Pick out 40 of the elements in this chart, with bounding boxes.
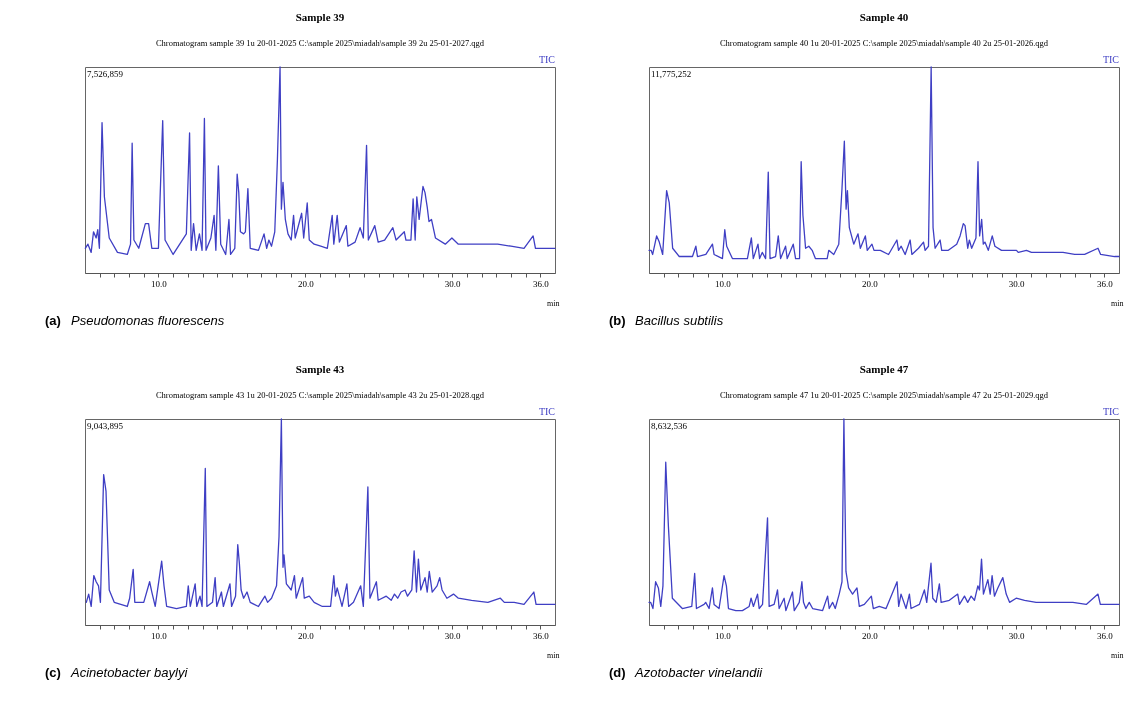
x-tick-label: 36.0 bbox=[532, 278, 550, 289]
chart-subtitle: Chromatogram sample 43 1u 20-01-2025 C:\sample 2025\miadah\sample 43 2u 25-01-2028.qgd bbox=[155, 389, 485, 400]
x-axis-title: min bbox=[547, 298, 560, 308]
chart-title: Sample 39 bbox=[295, 10, 345, 23]
chart-subtitle: Chromatogram sample 39 1u 20-01-2025 C:\sample 2025\miadah\sample 39 2u 25-01-2027.qgd bbox=[155, 37, 485, 48]
chart-title: Sample 40 bbox=[859, 10, 909, 23]
text: TIC bbox=[1102, 54, 1120, 65]
text: TIC bbox=[538, 54, 556, 65]
text: (a) Pseudomonas fluorescens bbox=[45, 313, 225, 328]
chart-subtitle: Chromatogram sample 40 1u 20-01-2025 C:\sample 2025\miadah\sample 40 2u 25-01-2026.qgd bbox=[719, 37, 1049, 48]
chart-subtitle: Chromatogram sample 47 1u 20-01-2025 C:\sample 2025\miadah\sample 47 2u 25-01-2029.qgd bbox=[719, 389, 1049, 400]
text: TIC bbox=[1102, 406, 1120, 417]
x-tick-label: 10.0 bbox=[715, 278, 732, 289]
annotation: 8,632,536 bbox=[651, 421, 688, 431]
x-tick-label: 10.0 bbox=[715, 630, 732, 641]
x-tick-label: 36.0 bbox=[1096, 278, 1114, 289]
text: TIC bbox=[538, 406, 556, 417]
x-tick-label: 20.0 bbox=[297, 630, 315, 641]
text: (c) Acinetobacter baylyi bbox=[45, 665, 189, 680]
x-tick-label: 36.0 bbox=[1096, 630, 1114, 641]
annotation: 7,526,859 bbox=[87, 69, 124, 79]
x-axis-title: min bbox=[1111, 298, 1124, 308]
x-tick-label: 30.0 bbox=[1008, 278, 1026, 289]
x-tick-label: 20.0 bbox=[297, 278, 315, 289]
x-tick-label: 30.0 bbox=[1008, 630, 1026, 641]
text: (b) Bacillus subtilis bbox=[609, 313, 724, 328]
x-tick-label: 10.0 bbox=[151, 630, 168, 641]
x-tick-label: 36.0 bbox=[532, 630, 550, 641]
x-tick-label: 20.0 bbox=[861, 278, 879, 289]
annotation: 11,775,252 bbox=[651, 69, 692, 79]
x-tick-label: 10.0 bbox=[151, 278, 168, 289]
annotation: 9,043,895 bbox=[87, 421, 124, 431]
x-axis-title: min bbox=[1111, 650, 1124, 660]
x-tick-label: 30.0 bbox=[444, 278, 462, 289]
x-tick-label: 30.0 bbox=[444, 630, 462, 641]
x-tick-label: 20.0 bbox=[861, 630, 879, 641]
x-axis-title: min bbox=[547, 650, 560, 660]
chart-title: Sample 43 bbox=[295, 362, 345, 375]
text: (d) Azotobacter vinelandii bbox=[609, 665, 764, 680]
chart-title: Sample 47 bbox=[859, 362, 909, 375]
